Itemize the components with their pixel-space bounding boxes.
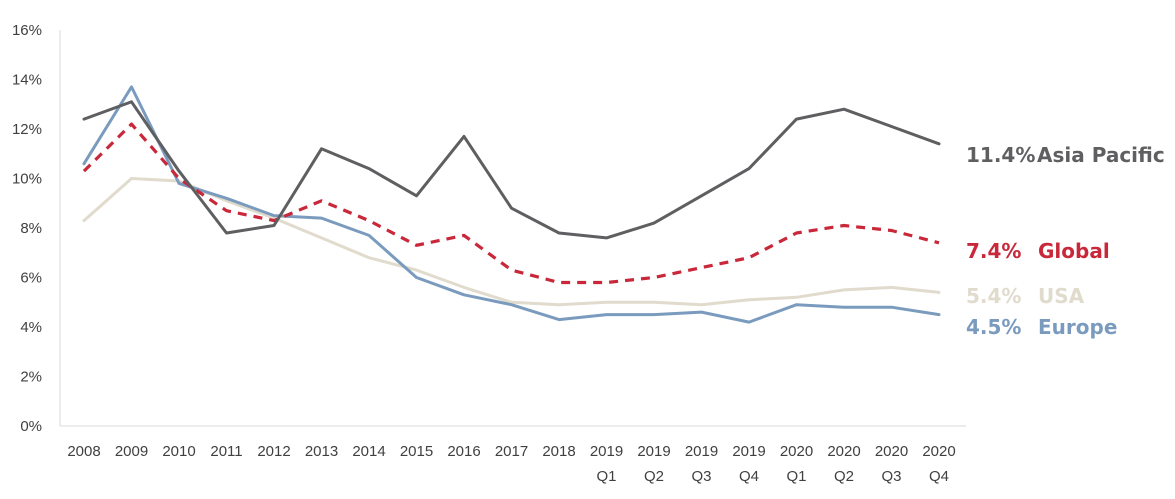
x-tick-label: 2019 bbox=[685, 443, 718, 460]
x-tick-sublabel: Q2 bbox=[644, 468, 664, 485]
end-value-global: 7.4% bbox=[966, 239, 1021, 263]
x-tick-sublabel: Q1 bbox=[596, 468, 616, 485]
x-tick-label: 2019 bbox=[732, 443, 765, 460]
x-tick-label: 2010 bbox=[162, 443, 195, 460]
x-tick-label: 2020 bbox=[827, 443, 860, 460]
series-end-labels: 11.4% Asia Pacific 7.4% Global 5.4% USA 4.5% Eu… bbox=[966, 143, 1165, 339]
x-tick-label: 2020 bbox=[875, 443, 908, 460]
x-tick-label: 2014 bbox=[352, 443, 385, 460]
x-tick-label: 2020 bbox=[780, 443, 813, 460]
x-tick-label: 2012 bbox=[257, 443, 290, 460]
x-tick-label: 2019 bbox=[637, 443, 670, 460]
x-tick-sublabel: Q3 bbox=[881, 468, 901, 485]
end-name-asia-pacific: Asia Pacific bbox=[1037, 143, 1165, 167]
y-tick-label: 2% bbox=[20, 369, 42, 386]
end-value-asia-pacific: 11.4% bbox=[966, 143, 1035, 167]
series-line-europe bbox=[82, 85, 941, 324]
y-tick-label: 4% bbox=[20, 319, 42, 336]
axes bbox=[59, 30, 966, 427]
series-line-usa bbox=[82, 177, 941, 307]
x-tick-label: 2015 bbox=[400, 443, 433, 460]
y-tick-labels: 0% 2% 4% 6% 8% 10% 12% 14% 16% bbox=[12, 22, 42, 435]
y-tick-label: 0% bbox=[20, 418, 42, 435]
y-tick-label: 16% bbox=[12, 22, 42, 39]
end-value-usa: 5.4% bbox=[966, 284, 1021, 308]
x-tick-label: 2019 bbox=[590, 443, 623, 460]
x-tick-labels: 2008 2009 2010 2011 2012 2013 2014 2015 2016 2017… bbox=[67, 443, 955, 485]
x-tick-sublabel: Q3 bbox=[691, 468, 711, 485]
end-name-global: Global bbox=[1038, 239, 1110, 263]
end-value-europe: 4.5% bbox=[966, 315, 1021, 339]
y-tick-label: 8% bbox=[20, 220, 42, 237]
x-tick-label: 2013 bbox=[305, 443, 338, 460]
series-lines bbox=[82, 85, 941, 324]
x-tick-sublabel: Q4 bbox=[739, 468, 759, 485]
y-tick-label: 12% bbox=[12, 121, 42, 138]
end-name-europe: Europe bbox=[1038, 315, 1117, 339]
x-tick-sublabel: Q4 bbox=[929, 468, 949, 485]
series-line-global bbox=[82, 122, 940, 285]
x-tick-label: 2020 bbox=[922, 443, 955, 460]
x-tick-label: 2008 bbox=[67, 443, 100, 460]
x-tick-label: 2009 bbox=[115, 443, 148, 460]
y-tick-label: 6% bbox=[20, 270, 42, 287]
x-tick-label: 2017 bbox=[495, 443, 528, 460]
end-name-usa: USA bbox=[1038, 284, 1085, 308]
series-line-asia-pacific bbox=[82, 100, 941, 240]
x-tick-label: 2016 bbox=[447, 443, 480, 460]
x-tick-label: 2018 bbox=[542, 443, 575, 460]
x-tick-sublabel: Q2 bbox=[834, 468, 854, 485]
y-tick-label: 10% bbox=[12, 171, 42, 188]
x-tick-label: 2011 bbox=[210, 443, 242, 460]
x-tick-sublabel: Q1 bbox=[786, 468, 806, 485]
y-tick-label: 14% bbox=[12, 72, 42, 89]
